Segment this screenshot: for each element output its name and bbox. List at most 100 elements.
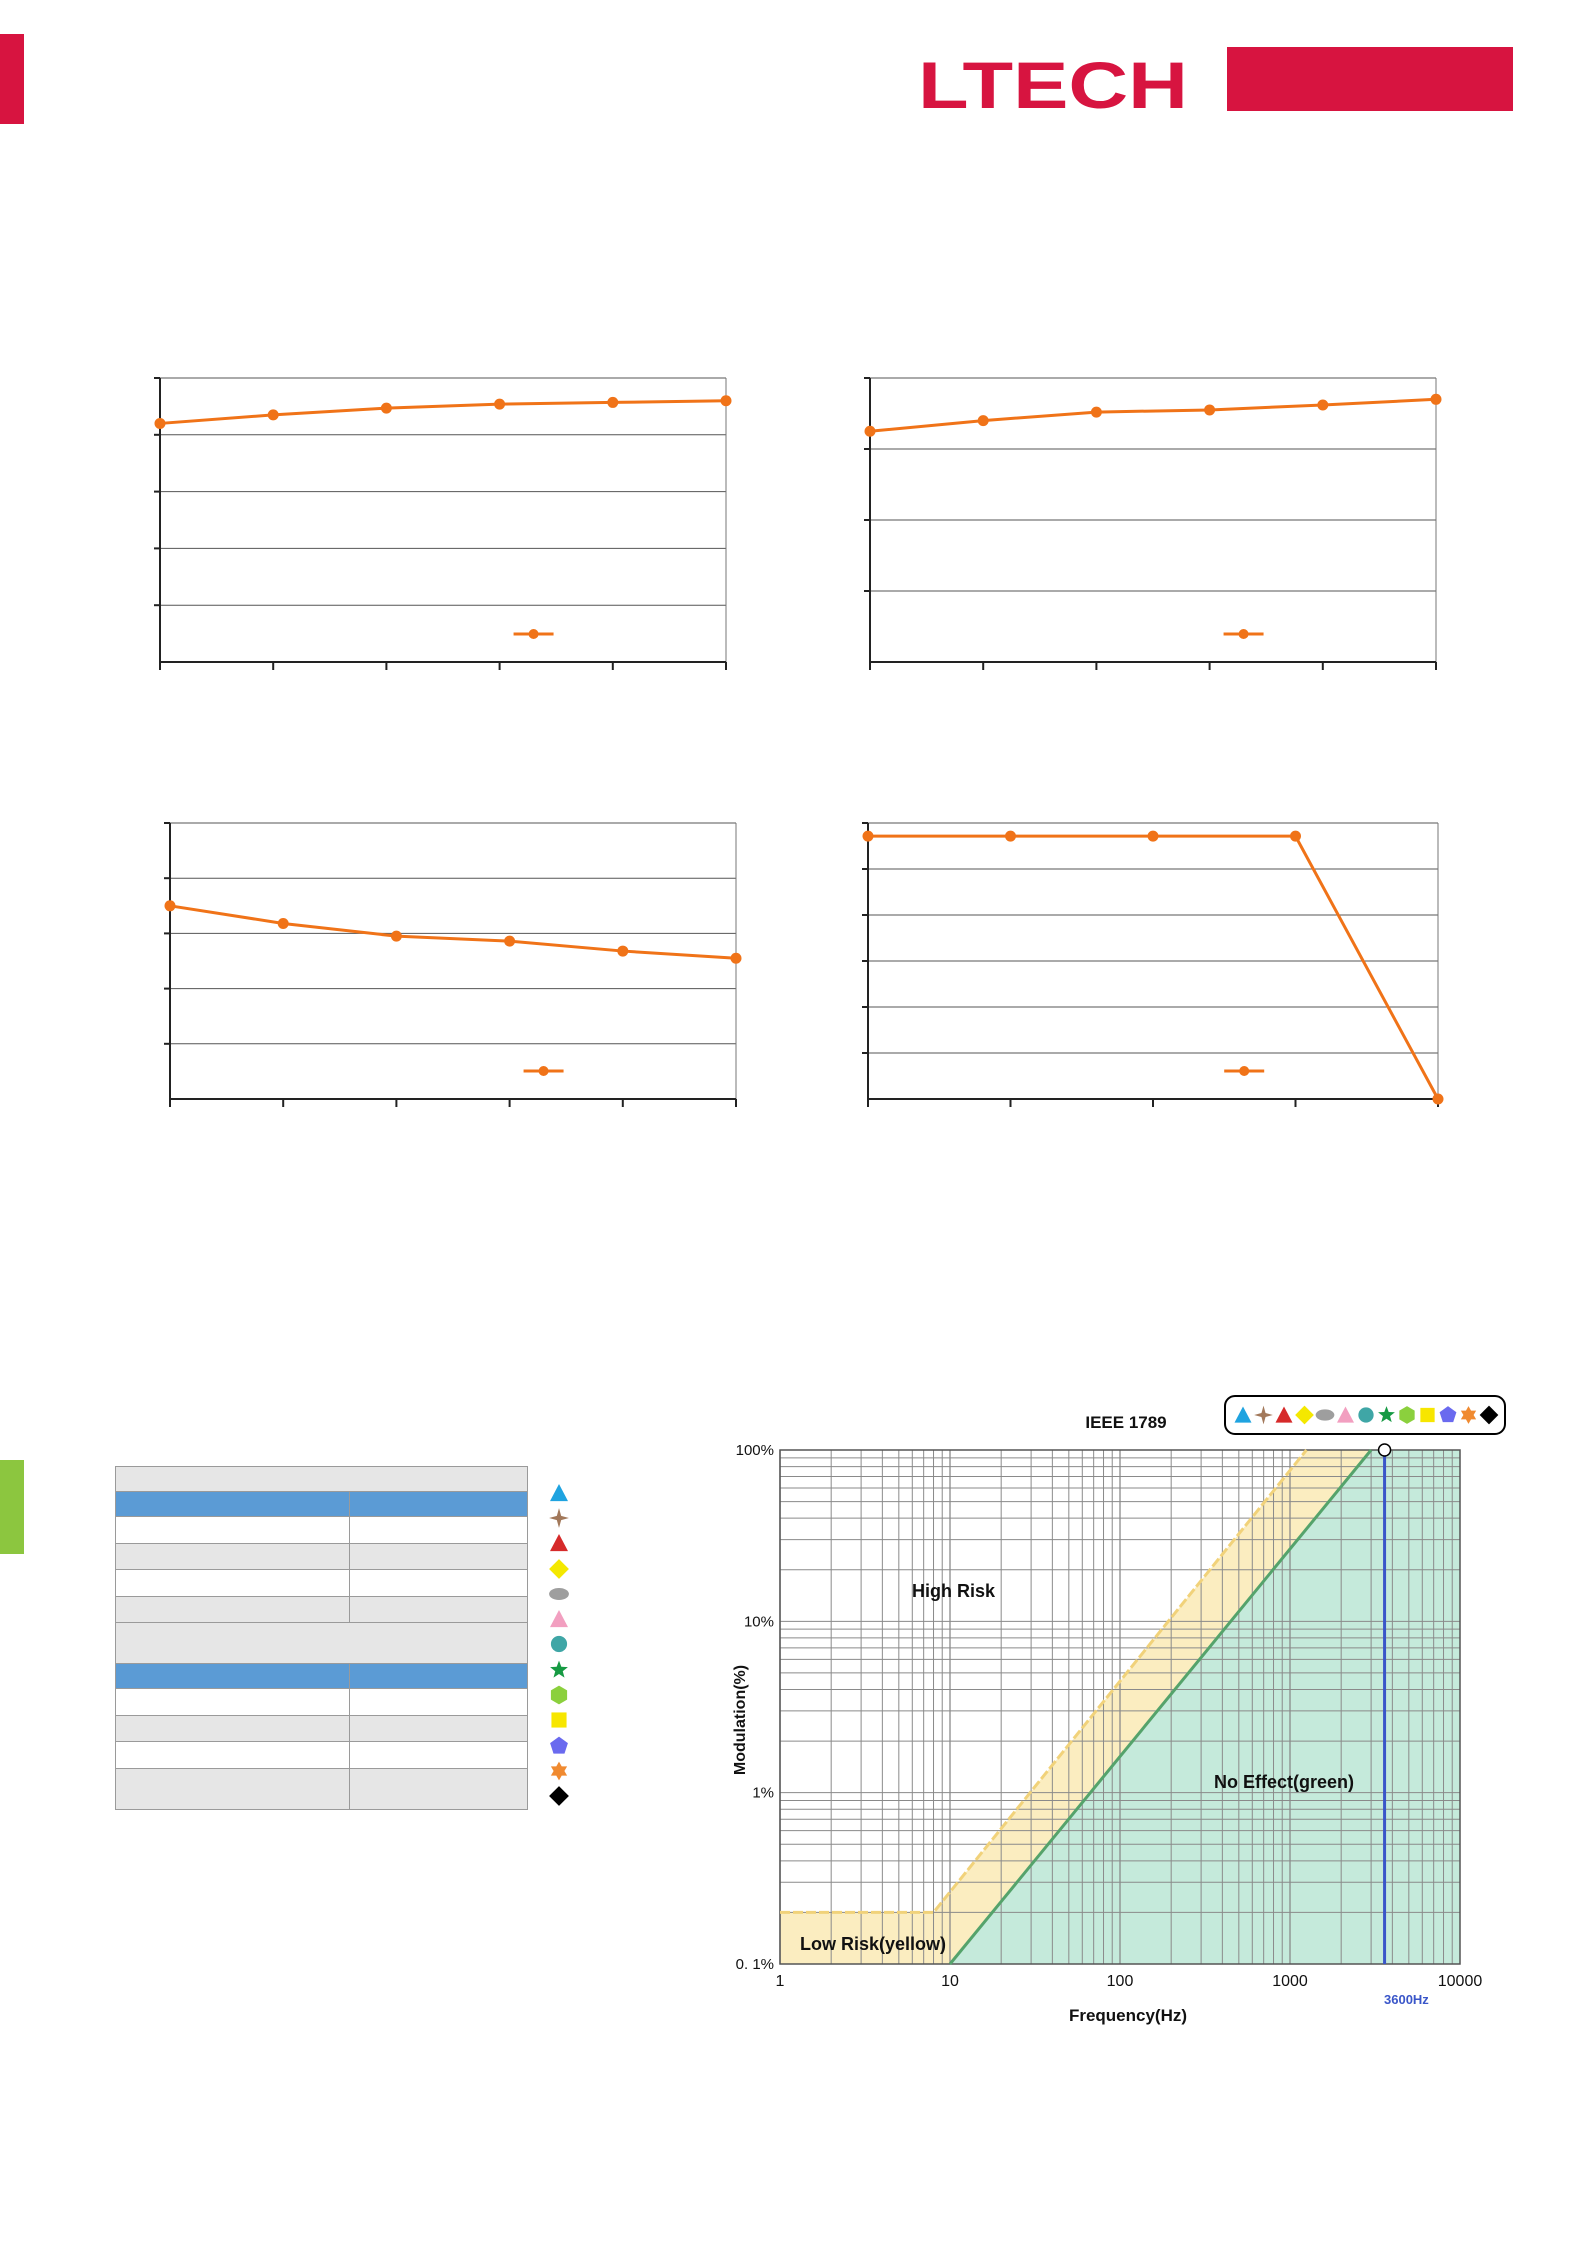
x-tick-label: 10 (941, 1973, 959, 1990)
data-point (1317, 399, 1329, 411)
ellipse-gray-icon (549, 1587, 569, 1600)
data-point (607, 396, 619, 408)
diamond-black-icon (549, 1786, 569, 1807)
table-row (115, 1569, 528, 1597)
triangle-red-icon (1275, 1406, 1293, 1423)
line-chart-1 (154, 377, 732, 670)
table-row (115, 1715, 528, 1742)
data-point (1090, 406, 1102, 418)
star6-orange-icon (550, 1761, 568, 1781)
table-row (115, 1466, 528, 1492)
line-chart-3 (164, 822, 742, 1107)
no-effect-boundary (948, 1449, 1373, 1965)
table-row (115, 1596, 528, 1623)
ellipse-gray-icon (1315, 1409, 1335, 1421)
gridlines (160, 377, 726, 606)
y-tick-label: 100% (736, 1442, 774, 1459)
legend-swatch-dot (1239, 1066, 1250, 1076)
marker-legend-item (546, 1682, 572, 1707)
marker-legend-item (546, 1733, 572, 1758)
ieee-legend (1224, 1395, 1506, 1435)
data-point (1204, 404, 1216, 416)
cross-brown-icon (1254, 1405, 1273, 1425)
x-tick-label: 100 (1107, 1973, 1134, 1990)
square-yellow-icon (1420, 1407, 1435, 1423)
series-line (869, 397, 1437, 433)
ieee-x-label: Frequency(Hz) (1069, 2006, 1187, 2025)
data-point (267, 409, 279, 421)
section-green-marker (0, 1460, 24, 1554)
marker-legend-item (546, 1708, 572, 1733)
data-point (504, 935, 516, 947)
marker-legend-item (546, 1784, 572, 1809)
triangle-blue-icon (1234, 1406, 1252, 1423)
ieee-title: IEEE 1789 (1085, 1413, 1166, 1432)
data-point (730, 952, 742, 964)
table-row (115, 1622, 528, 1664)
no-effect-region (950, 1450, 1460, 1964)
marker-legend-item (546, 1480, 572, 1505)
table-row (115, 1543, 528, 1570)
diamond-yellow-icon (549, 1558, 569, 1579)
star6-orange-icon (1460, 1406, 1477, 1424)
legend-swatch-dot (1238, 629, 1249, 639)
data-point (1147, 830, 1159, 842)
hexagon-lightgreen-icon (550, 1685, 568, 1705)
data-point (1430, 393, 1442, 405)
star-green-icon (550, 1660, 568, 1678)
gridlines (170, 822, 736, 1045)
table-row (115, 1491, 528, 1517)
pentagon-violet-icon (550, 1736, 568, 1754)
data-point (862, 830, 874, 842)
low-risk-boundary (780, 1449, 1308, 1914)
data-point (617, 945, 629, 957)
data-point (494, 398, 506, 410)
ieee-region-yellow: Low Risk(yellow) (800, 1934, 946, 1954)
spec-table (115, 1466, 528, 1810)
line-chart-4 (862, 822, 1444, 1107)
ieee-y-label: Modulation(%) (732, 1665, 749, 1775)
marker-legend-item (546, 1758, 572, 1783)
ieee-1789-chart: IEEE 1789 Frequency(Hz) Modulation(%) Hi… (732, 1395, 1506, 2025)
series-line (868, 834, 1440, 1100)
marker-legend-item (546, 1632, 572, 1657)
hexagon-lightgreen-icon (1399, 1406, 1415, 1424)
y-tick-label: 0. 1% (736, 1956, 774, 1973)
square-yellow-icon (551, 1712, 567, 1728)
data-point (390, 930, 402, 942)
line-chart-2 (864, 377, 1442, 670)
table-row (115, 1741, 528, 1769)
series-line (169, 904, 737, 960)
table-row (115, 1768, 528, 1810)
logo-text: LTECH (918, 54, 1188, 114)
data-point (154, 417, 166, 429)
data-point (864, 425, 876, 437)
brand-red-bar-right (1227, 47, 1513, 111)
x-tick-label: 1 (776, 1973, 785, 1990)
table-row (115, 1516, 528, 1544)
series-line (159, 399, 727, 425)
low-risk-region (780, 1450, 1372, 1964)
gridlines (868, 822, 1438, 1054)
marker-legend-item (546, 1531, 572, 1556)
pentagon-violet-icon (1439, 1406, 1457, 1423)
x-tick-label: 10000 (1438, 1973, 1483, 1990)
ltech-logo: LTECH (918, 54, 1188, 114)
triangle-red-icon (550, 1534, 568, 1552)
marker-legend-item (546, 1657, 572, 1682)
x-tick-label: 1000 (1272, 1973, 1308, 1990)
marker-legend-item (546, 1581, 572, 1606)
circle-teal-icon (1358, 1407, 1374, 1423)
data-point (164, 900, 176, 912)
legend-swatch-dot (528, 629, 539, 639)
star-green-icon (1378, 1406, 1395, 1423)
ieee-region-green: No Effect(green) (1214, 1772, 1354, 1792)
marker-legend-item (546, 1505, 572, 1530)
data-point (1005, 830, 1016, 842)
data-point (720, 395, 732, 407)
data-point (380, 402, 392, 414)
log-gridlines (779, 1449, 1460, 1965)
table-row (115, 1663, 528, 1689)
marker-legend-item (546, 1556, 572, 1581)
brand-red-bar-left (0, 34, 24, 124)
